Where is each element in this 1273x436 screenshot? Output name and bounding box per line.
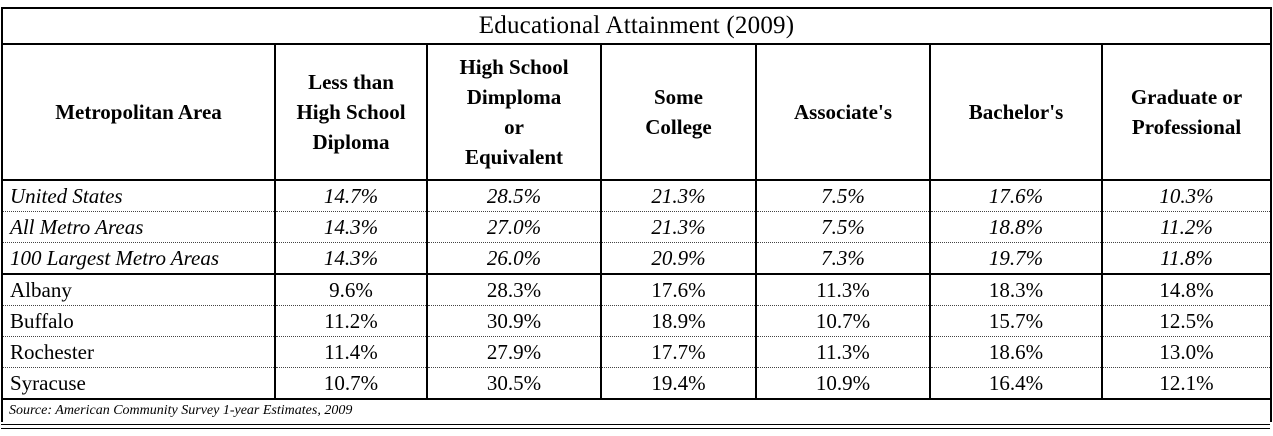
educational-attainment-table: Educational Attainment (2009) Metropolit… [0,7,1273,422]
value-cell-associates: 11.3% [755,336,931,368]
column-header-less-than-hs: Less than High School Diploma [274,44,428,181]
value-cell-less-than-hs: 14.7% [274,180,428,212]
value-cell-hs-diploma: 26.0% [426,242,602,275]
value-cell-hs-diploma: 30.9% [426,305,602,337]
value-cell-associates: 7.5% [755,180,931,212]
value-cell-graduate: 13.0% [1100,336,1273,368]
value-cell-hs-diploma: 27.0% [426,211,602,243]
value-cell-hs-diploma: 30.5% [426,367,602,400]
column-header-hs-diploma: High School Dimploma or Equivalent [426,44,602,181]
table-row: Rochester 11.4% 27.9% 17.7% 11.3% 18.6% 13.0% [1,336,1273,368]
value-cell-less-than-hs: 10.7% [274,367,428,400]
area-name-cell: Albany [1,274,276,306]
value-cell-associates: 7.5% [755,211,931,243]
value-cell-graduate: 14.8% [1100,274,1273,306]
value-cell-graduate: 10.3% [1100,180,1273,212]
value-cell-some-college: 21.3% [600,211,757,243]
value-cell-associates: 7.3% [755,242,931,275]
source-note: Source: American Community Survey 1-year… [0,399,1273,422]
area-name-cell: Rochester [1,336,276,368]
table-row: Albany 9.6% 28.3% 17.6% 11.3% 18.3% 14.8% [1,274,1273,306]
value-cell-less-than-hs: 14.3% [274,211,428,243]
value-cell-some-college: 19.4% [600,367,757,400]
value-cell-bachelors: 19.7% [929,242,1103,275]
value-cell-hs-diploma: 28.3% [426,274,602,306]
value-cell-some-college: 17.6% [600,274,757,306]
table-row: Syracuse 10.7% 30.5% 19.4% 10.9% 16.4% 12.1% [1,367,1273,400]
value-cell-hs-diploma: 27.9% [426,336,602,368]
area-name-cell: United States [1,180,276,212]
value-cell-graduate: 12.1% [1100,367,1273,400]
value-cell-graduate: 11.8% [1100,242,1273,275]
source-row: Source: American Community Survey 1-year… [0,399,1273,422]
value-cell-less-than-hs: 11.4% [274,336,428,368]
table-row: 100 Largest Metro Areas 14.3% 26.0% 20.9% 7.… [1,242,1273,275]
value-cell-less-than-hs: 14.3% [274,242,428,275]
header-row: Metropolitan Area Less than High School Dip… [1,44,1273,181]
value-cell-associates: 11.3% [755,274,931,306]
value-cell-bachelors: 18.3% [929,274,1103,306]
value-cell-some-college: 21.3% [600,180,757,212]
area-name-cell: Buffalo [1,305,276,337]
value-cell-bachelors: 15.7% [929,305,1103,337]
value-cell-hs-diploma: 28.5% [426,180,602,212]
table-title: Educational Attainment (2009) [0,7,1273,45]
table-row: United States 14.7% 28.5% 21.3% 7.5% 17.6% 10.… [1,180,1273,212]
bottom-double-rule [1,424,1270,429]
value-cell-associates: 10.7% [755,305,931,337]
column-header-bachelors: Bachelor's [929,44,1103,181]
area-name-cell: 100 Largest Metro Areas [1,242,276,275]
column-header-associates: Associate's [755,44,931,181]
value-cell-some-college: 20.9% [600,242,757,275]
educational-attainment-table-container: Educational Attainment (2009) Metropolit… [0,7,1273,422]
column-header-some-college: Some College [600,44,757,181]
area-name-cell: All Metro Areas [1,211,276,243]
value-cell-bachelors: 17.6% [929,180,1103,212]
table-row: All Metro Areas 14.3% 27.0% 21.3% 7.5% 18.8% 1… [1,211,1273,243]
value-cell-bachelors: 16.4% [929,367,1103,400]
value-cell-bachelors: 18.8% [929,211,1103,243]
column-header-graduate: Graduate or Professional [1100,44,1273,181]
value-cell-graduate: 11.2% [1100,211,1273,243]
value-cell-associates: 10.9% [755,367,931,400]
value-cell-some-college: 18.9% [600,305,757,337]
column-header-metro-area: Metropolitan Area [1,44,276,181]
area-name-cell: Syracuse [1,367,276,400]
value-cell-less-than-hs: 11.2% [274,305,428,337]
value-cell-less-than-hs: 9.6% [274,274,428,306]
value-cell-graduate: 12.5% [1100,305,1273,337]
value-cell-some-college: 17.7% [600,336,757,368]
value-cell-bachelors: 18.6% [929,336,1103,368]
table-row: Buffalo 11.2% 30.9% 18.9% 10.7% 15.7% 12.5% [1,305,1273,337]
